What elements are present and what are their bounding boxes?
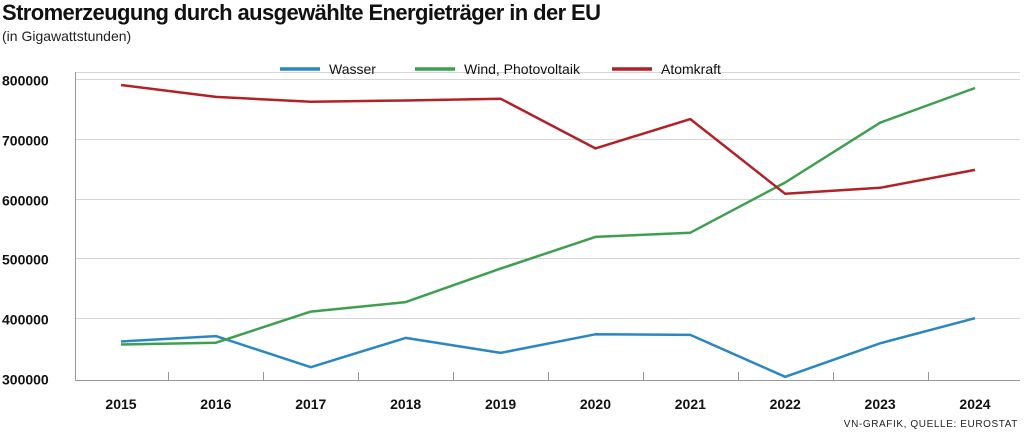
chart-subtitle: (in Gigawattstunden) xyxy=(2,28,132,44)
y-tick-label: 400000 xyxy=(2,312,49,328)
y-tick-label: 600000 xyxy=(2,193,49,209)
x-tick-label: 2023 xyxy=(865,396,896,412)
series-line-2 xyxy=(120,83,976,196)
x-tick-label: 2015 xyxy=(105,396,136,412)
x-tick-label: 2020 xyxy=(580,396,611,412)
y-tick-label: 300000 xyxy=(2,372,49,388)
x-axis-labels: 2015 2016 2017 2018 2019 2020 2021 2022 2023 2024 xyxy=(105,396,990,412)
legend-label: Wind, Photovoltaik xyxy=(464,61,581,77)
y-tick-label: 800000 xyxy=(2,73,49,89)
series-lines xyxy=(120,83,976,379)
y-tick-label: 500000 xyxy=(2,252,49,268)
series-line-0 xyxy=(120,316,976,379)
legend-label: Atomkraft xyxy=(661,61,721,77)
legend: Wasser Wind, Photovoltaik Atomkraft xyxy=(280,61,721,77)
y-axis-labels: 800000 700000 600000 500000 400000 300000 xyxy=(2,73,49,388)
x-tick-label: 2017 xyxy=(295,396,326,412)
x-tick-label: 2018 xyxy=(390,396,421,412)
source-note: VN-GRAFIK, QUELLE: EUROSTAT xyxy=(843,419,1018,430)
axes xyxy=(75,72,1020,381)
x-tick-label: 2021 xyxy=(675,396,706,412)
x-tick-label: 2016 xyxy=(200,396,231,412)
series-line-1 xyxy=(120,86,976,346)
y-tick-label: 700000 xyxy=(2,133,49,149)
x-tick-label: 2022 xyxy=(770,396,801,412)
chart-title: Stromerzeugung durch ausgewählte Energie… xyxy=(2,0,601,25)
grid-lines xyxy=(75,72,1020,319)
x-tick-label: 2024 xyxy=(959,396,990,412)
x-tick-label: 2019 xyxy=(485,396,516,412)
legend-label: Wasser xyxy=(329,61,376,77)
